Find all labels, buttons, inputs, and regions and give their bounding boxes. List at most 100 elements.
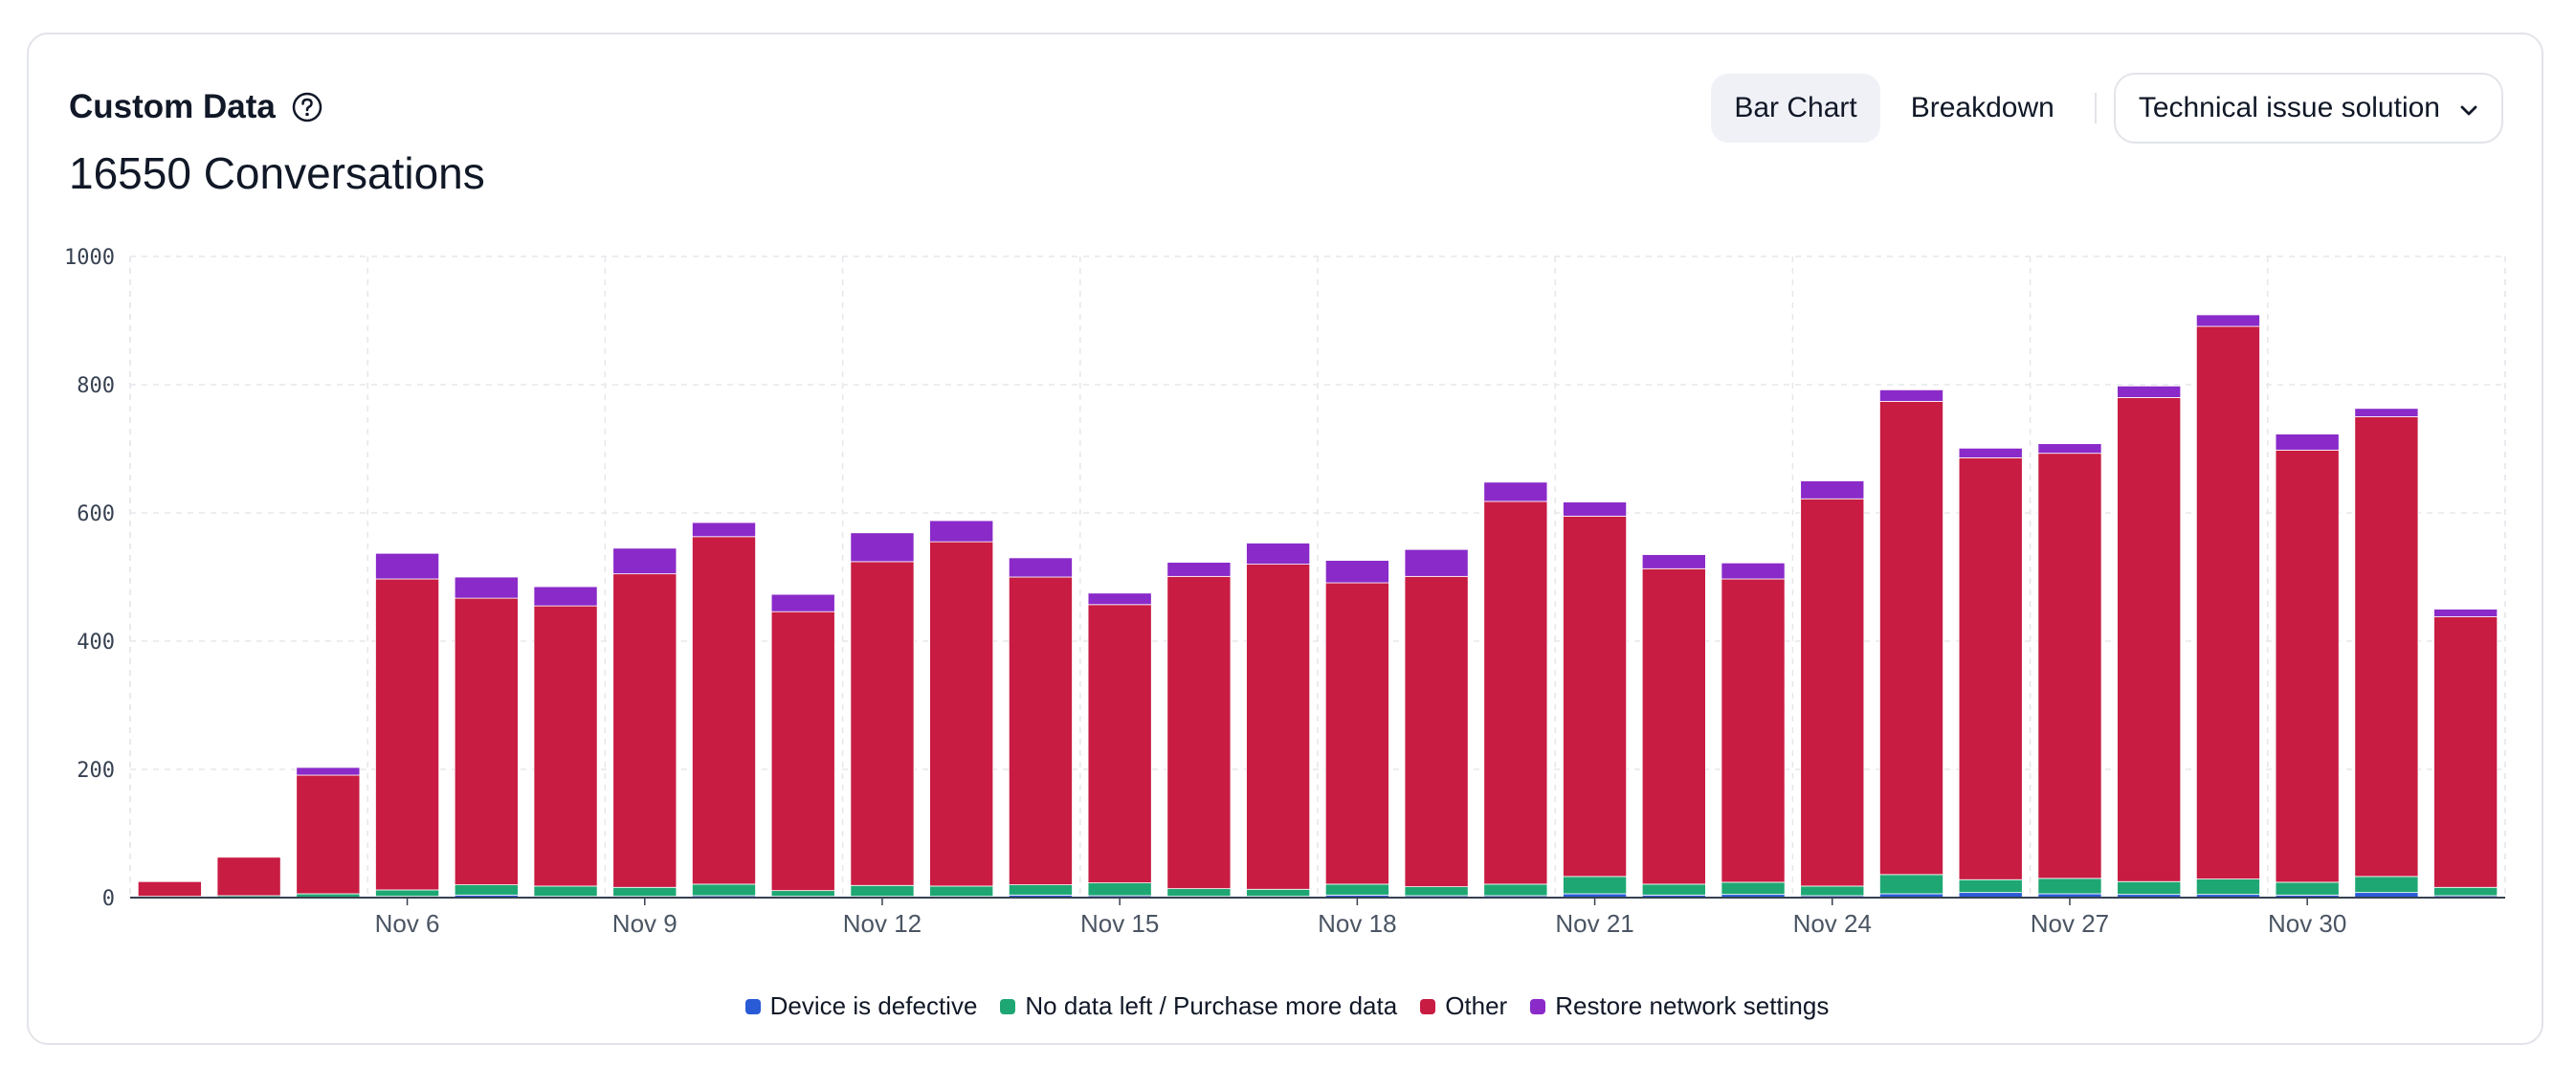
bar-segment bbox=[612, 547, 677, 575]
bar-segment bbox=[692, 522, 756, 538]
legend-item[interactable]: Device is defective bbox=[744, 991, 977, 1021]
legend-item[interactable]: Restore network settings bbox=[1530, 991, 1829, 1021]
bar-segment bbox=[296, 774, 361, 895]
x-tick-label: Nov 18 bbox=[1318, 909, 1396, 938]
bar-segment bbox=[1879, 874, 1943, 895]
bar-segment bbox=[1166, 562, 1232, 577]
bar-segment bbox=[1483, 500, 1548, 885]
y-tick-label: 800 bbox=[77, 374, 115, 398]
bar-segment bbox=[2117, 396, 2182, 882]
chart-controls: Bar Chart Breakdown Technical issue solu… bbox=[1711, 73, 2503, 144]
bar-segment bbox=[850, 884, 915, 898]
bar-segment bbox=[1641, 567, 1706, 885]
bar-segment bbox=[1483, 883, 1548, 897]
bar-segment bbox=[1641, 554, 1706, 569]
legend-item[interactable]: Other bbox=[1420, 991, 1507, 1021]
bar-segment bbox=[1324, 560, 1389, 584]
bar-segment bbox=[1008, 884, 1073, 896]
bar-segment bbox=[454, 576, 519, 599]
legend-label: No data left / Purchase more data bbox=[1025, 991, 1398, 1020]
bar-segment bbox=[1721, 578, 1786, 883]
stacked-bar-chart: 0 200 400 600 800 1000 Nov 6 Nov 9 Nov 12 Nov 15 N… bbox=[64, 246, 2506, 938]
bar-segment bbox=[1404, 575, 1469, 888]
bar-segment bbox=[929, 885, 994, 898]
y-tick-label: 600 bbox=[77, 502, 115, 526]
bar-segment bbox=[692, 883, 756, 897]
bar-segment bbox=[1563, 876, 1628, 895]
breakdown-button[interactable]: Breakdown bbox=[1888, 74, 2077, 143]
bar-segment bbox=[1958, 447, 2023, 458]
bar-segment bbox=[1166, 888, 1232, 898]
bar-segment bbox=[1087, 882, 1152, 897]
legend-swatch bbox=[1000, 998, 1016, 1014]
bar-segment bbox=[1246, 888, 1311, 898]
bar-segment bbox=[850, 561, 915, 886]
bar-segment bbox=[1800, 480, 1865, 500]
bar-segment bbox=[2354, 876, 2419, 894]
bar-segment bbox=[1879, 401, 1943, 876]
bar-segment bbox=[1879, 389, 1943, 402]
bar-segment bbox=[2433, 886, 2498, 897]
bar-segment bbox=[2037, 453, 2102, 879]
bar-segment bbox=[1087, 592, 1152, 606]
bar-segment bbox=[2275, 881, 2340, 896]
bar-chart-button[interactable]: Bar Chart bbox=[1711, 74, 1880, 143]
bar-segment bbox=[1404, 548, 1469, 577]
legend-label: Other bbox=[1445, 991, 1508, 1020]
bar-segment bbox=[533, 885, 598, 898]
bar-segment bbox=[2433, 609, 2498, 617]
bar-segment bbox=[1563, 501, 1628, 517]
bar-segment bbox=[1958, 878, 2023, 894]
bar-segment bbox=[2195, 325, 2260, 879]
x-tick-label: Nov 12 bbox=[843, 909, 922, 938]
bar-segment bbox=[1008, 557, 1073, 578]
legend-swatch bbox=[744, 998, 761, 1014]
bar-segment bbox=[1404, 886, 1469, 897]
bar-segment bbox=[1246, 564, 1311, 890]
bar-segment bbox=[770, 593, 835, 612]
bar-segment bbox=[692, 536, 756, 885]
bar-segment bbox=[2037, 443, 2102, 455]
bar-segment bbox=[1166, 575, 1232, 890]
y-tick-label: 1000 bbox=[64, 246, 115, 270]
legend-swatch bbox=[1530, 998, 1546, 1014]
bar-segment bbox=[770, 611, 835, 892]
x-tick-label: Nov 24 bbox=[1793, 909, 1872, 938]
bar-segment bbox=[137, 880, 202, 898]
y-tick-label: 0 bbox=[102, 887, 115, 911]
bar-segment bbox=[375, 578, 440, 891]
bar-segment bbox=[612, 886, 677, 898]
legend-label: Restore network settings bbox=[1555, 991, 1830, 1020]
bar-segment bbox=[1008, 576, 1073, 886]
x-tick-label: Nov 15 bbox=[1080, 909, 1159, 938]
bar-segment bbox=[1246, 543, 1311, 565]
bar-segment bbox=[454, 884, 519, 896]
question-circle-icon[interactable] bbox=[291, 91, 323, 123]
bar-segment bbox=[1721, 881, 1786, 896]
bar-segment bbox=[1324, 883, 1389, 896]
bar-segment bbox=[1087, 604, 1152, 883]
title-row: Custom Data bbox=[69, 88, 323, 126]
x-tick-label: Nov 6 bbox=[375, 909, 440, 938]
bar-segment bbox=[2195, 314, 2260, 327]
bar-segment bbox=[2275, 433, 2340, 451]
x-tick-label: Nov 30 bbox=[2268, 909, 2346, 938]
bar-segment bbox=[929, 520, 994, 543]
conversation-count: 16550 Conversations bbox=[69, 148, 485, 198]
bar-segment bbox=[1721, 562, 1786, 580]
bar-segment bbox=[1483, 481, 1548, 502]
bar-segment bbox=[2433, 616, 2498, 888]
bar-segment bbox=[2117, 385, 2182, 398]
bar-segment bbox=[1563, 515, 1628, 878]
bar-segment bbox=[2354, 408, 2419, 417]
bar-segment bbox=[1800, 498, 1865, 887]
issue-filter-dropdown[interactable]: Technical issue solution bbox=[2113, 73, 2503, 144]
bar-segment bbox=[612, 573, 677, 888]
bar-segment bbox=[296, 767, 361, 776]
legend-item[interactable]: No data left / Purchase more data bbox=[1000, 991, 1397, 1021]
chevron-down-icon bbox=[2457, 97, 2480, 120]
bar-segment bbox=[1800, 885, 1865, 897]
y-tick-label: 200 bbox=[77, 759, 115, 783]
legend-swatch bbox=[1420, 998, 1436, 1014]
bar-segment bbox=[454, 597, 519, 885]
